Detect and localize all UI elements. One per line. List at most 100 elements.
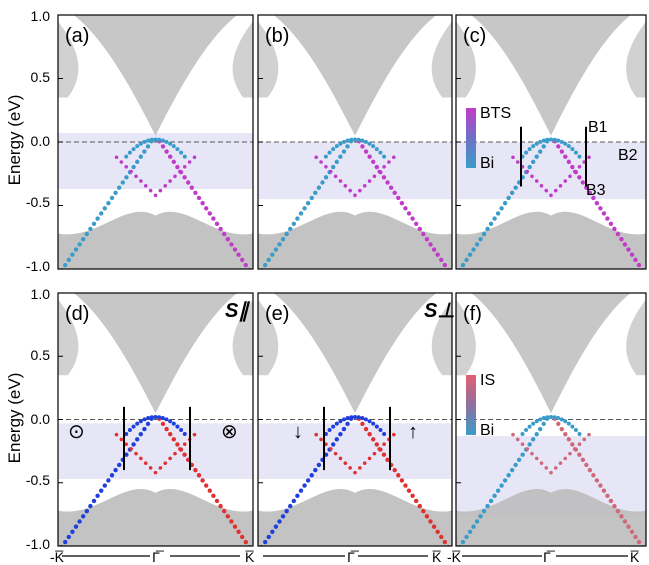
bulk-lobe-left (258, 299, 279, 376)
band-dot (236, 529, 241, 534)
band-dot (327, 428, 332, 433)
band-dot (124, 442, 129, 446)
spin-down-arrow: ↓ (293, 421, 303, 443)
band-dot (534, 179, 539, 183)
band-dot (511, 432, 515, 437)
bulk-valence-band (456, 488, 646, 546)
band-dot (392, 155, 396, 160)
panel-label: (d) (65, 303, 89, 325)
band-dot (525, 447, 530, 451)
band-dot (314, 432, 319, 437)
band-dot (124, 452, 129, 457)
y-ticks-top: 1.0 0.5 0.0 -0.5 -1.0 (26, 8, 50, 274)
y-axis-label-top: Energy (eV) (5, 95, 24, 186)
band-dot (372, 174, 377, 179)
k-label-gamma: Γ̅ (543, 549, 556, 565)
band-dot (149, 415, 154, 420)
band-dot (148, 188, 153, 193)
band-dot (399, 200, 405, 206)
band-dot (153, 470, 158, 475)
band-dot (145, 144, 151, 149)
band-dot (553, 188, 558, 193)
band-dot (367, 456, 372, 461)
band-dot (353, 414, 357, 419)
band-dot (556, 144, 561, 149)
band-dot (525, 169, 530, 174)
band-dot (222, 509, 227, 514)
panel-1: (b) (257, 14, 454, 277)
band-dot (349, 137, 354, 142)
band-dot (102, 206, 108, 211)
band-dot (186, 180, 191, 185)
bulk-lobe-right (626, 21, 646, 98)
band-dot (622, 519, 628, 524)
band-dot (428, 242, 433, 247)
band-dot (81, 237, 86, 242)
band-dot (240, 257, 245, 263)
band-dot (142, 139, 147, 144)
band-dot (225, 237, 230, 242)
band-dot (175, 424, 180, 429)
spin-in-symbol: ⊗ (221, 421, 238, 443)
band-dot (556, 421, 561, 427)
band-dot (119, 437, 124, 442)
band-dot (280, 237, 286, 242)
band-dot (392, 432, 396, 437)
energy-window (58, 423, 253, 479)
band-dot (273, 524, 279, 529)
band-dot (403, 483, 408, 488)
band-dot (570, 424, 575, 429)
band-dot (99, 211, 104, 216)
band-dot (410, 493, 415, 499)
bulk-conduction-band (73, 15, 238, 136)
band-dot (467, 252, 473, 257)
band-dot (182, 452, 187, 457)
band-dot (431, 524, 437, 529)
band-dot (605, 216, 610, 221)
band-dot (262, 539, 268, 545)
band-dot (537, 149, 543, 154)
band-dot (363, 149, 369, 154)
band-dot (360, 138, 365, 143)
band-dot (580, 457, 586, 463)
band-dot (277, 519, 282, 524)
band-dot (175, 442, 180, 447)
band-dot (114, 155, 119, 160)
band-dot (193, 190, 198, 196)
band-dot (148, 466, 153, 470)
band-dot (538, 417, 543, 422)
band-dot (295, 216, 300, 221)
band-dot (566, 159, 572, 165)
band-dot (460, 539, 466, 545)
band-dot (367, 419, 372, 424)
band-dot (566, 421, 571, 426)
band-dot (328, 169, 333, 174)
band-dot (160, 144, 166, 149)
band-dot (594, 478, 600, 483)
band-dot (478, 237, 483, 242)
band-dot (168, 179, 172, 183)
band-dot (109, 473, 115, 478)
band-dot (545, 137, 550, 142)
band-dot (138, 431, 143, 437)
band-dot (142, 417, 147, 422)
band-dot (106, 200, 111, 206)
band-dot (62, 539, 68, 545)
band-dot (563, 154, 568, 159)
band-dot (513, 185, 518, 190)
band-dot (207, 211, 212, 216)
band-dot (629, 529, 635, 534)
band-dot (566, 144, 571, 149)
band-dot (374, 424, 379, 429)
band-dot (424, 237, 430, 242)
band-dot (612, 226, 617, 232)
y-tick-label: 0.5 (31, 347, 51, 363)
spin-component-label: S⊥ (424, 300, 455, 322)
band-dot (450, 273, 454, 277)
band-dot (570, 147, 575, 152)
band-dot (164, 417, 169, 422)
band-dot (435, 252, 440, 257)
band-dot (345, 144, 350, 149)
band-dot (587, 155, 591, 160)
band-dot (549, 470, 553, 475)
